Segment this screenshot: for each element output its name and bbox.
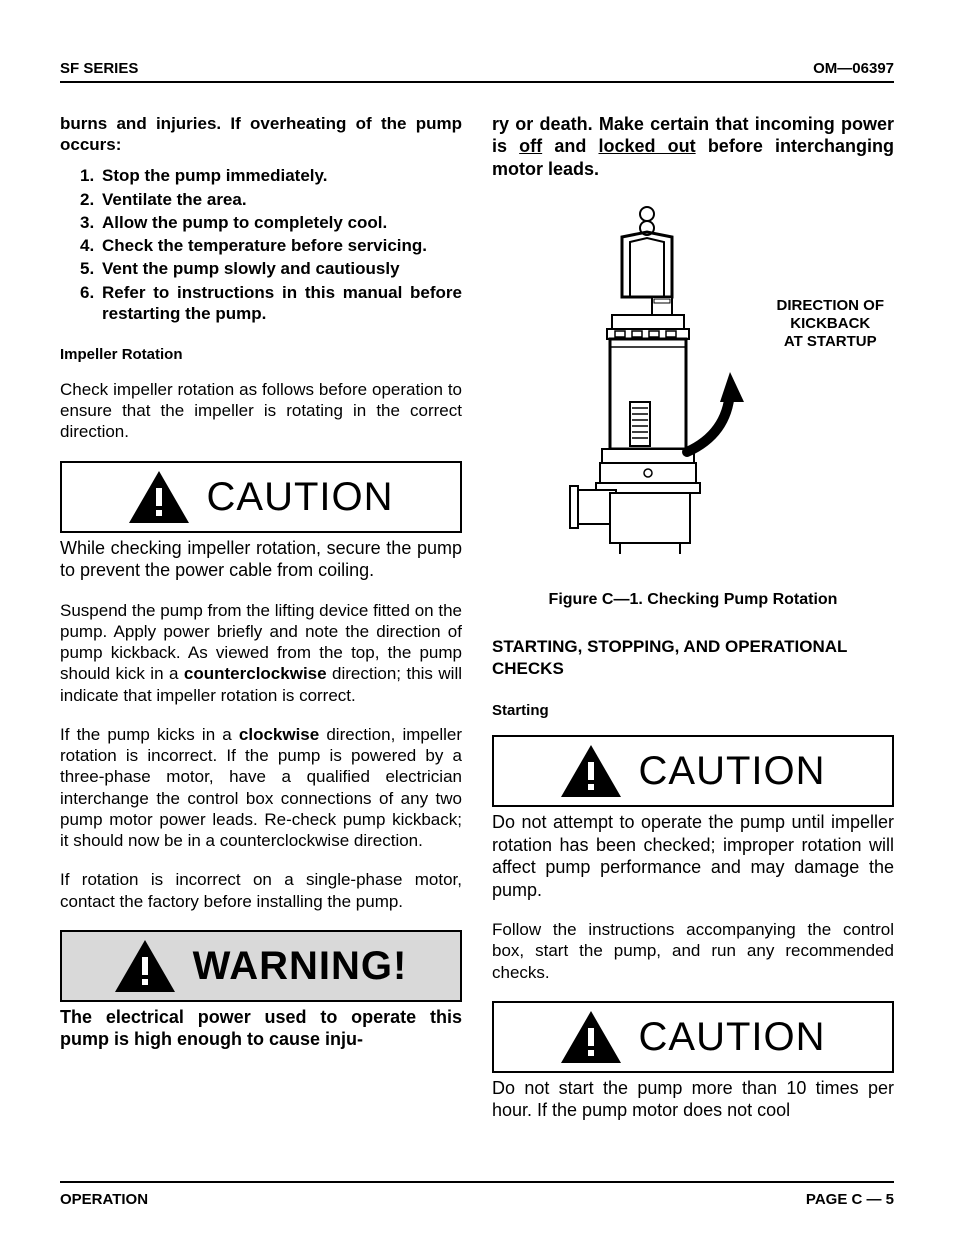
step-1: 1.Stop the pump immediately. — [80, 165, 462, 186]
caution-box-2: CAUTION — [492, 735, 894, 807]
impeller-intro-text: Check impeller rotation as follows befor… — [60, 379, 462, 443]
warning-triangle-icon — [561, 745, 621, 797]
header-rule — [60, 81, 894, 83]
footer-right: PAGE C — 5 — [806, 1191, 894, 1210]
figure-caption: Figure C—1. Checking Pump Rotation — [492, 590, 894, 610]
caution-2-text: Do not attempt to operate the pump until… — [492, 811, 894, 901]
right-column: ry or death. Make certain that incoming … — [492, 113, 894, 1173]
follow-instructions-text: Follow the instructions accompanying the… — [492, 919, 894, 983]
warning-triangle-icon — [561, 1011, 621, 1063]
caution-1-text: While checking impeller rotation, secure… — [60, 537, 462, 582]
clockwise-paragraph: If the pump kicks in a clockwise directi… — [60, 724, 462, 852]
single-phase-paragraph: If rotation is incorrect on a single-pha… — [60, 869, 462, 912]
overheat-steps: 1.Stop the pump immediately. 2.Ventilate… — [60, 165, 462, 324]
caution-word-3: CAUTION — [639, 1012, 826, 1062]
step-6: 6.Refer to instructions in this manual b… — [80, 282, 462, 325]
header-right: OM—06397 — [813, 60, 894, 79]
warning-triangle-icon — [115, 940, 175, 992]
warning-triangle-icon — [129, 471, 189, 523]
pump-figure: DIRECTION OF KICKBACK AT STARTUP — [492, 202, 894, 572]
warning-word: WARNING! — [193, 941, 408, 991]
caution-word-2: CAUTION — [639, 746, 826, 796]
pump-diagram-icon — [552, 202, 752, 572]
header-left: SF SERIES — [60, 60, 138, 79]
overheat-intro: burns and injuries. If overheating of th… — [60, 113, 462, 156]
footer-left: OPERATION — [60, 1191, 148, 1210]
starting-heading: Starting — [492, 702, 894, 721]
step-4: 4.Check the temperature before servicing… — [80, 235, 462, 256]
warning-box: WARNING! — [60, 930, 462, 1002]
caution-word-1: CAUTION — [207, 472, 394, 522]
continued-warning-text: ry or death. Make certain that incoming … — [492, 113, 894, 181]
warning-text: The electrical power used to operate thi… — [60, 1006, 462, 1051]
page-footer: OPERATION PAGE C — 5 — [60, 1191, 894, 1210]
suspend-paragraph: Suspend the pump from the lifting device… — [60, 600, 462, 706]
step-2: 2.Ventilate the area. — [80, 189, 462, 210]
footer-rule — [60, 1181, 894, 1183]
content-columns: burns and injuries. If overheating of th… — [60, 113, 894, 1173]
caution-3-text: Do not start the pump more than 10 times… — [492, 1077, 894, 1122]
caution-box-1: CAUTION — [60, 461, 462, 533]
page-header: SF SERIES OM—06397 — [60, 60, 894, 79]
left-column: burns and injuries. If overheating of th… — [60, 113, 462, 1173]
figure-direction-label: DIRECTION OF KICKBACK AT STARTUP — [777, 297, 885, 351]
caution-box-3: CAUTION — [492, 1001, 894, 1073]
impeller-rotation-heading: Impeller Rotation — [60, 346, 462, 365]
step-3: 3.Allow the pump to completely cool. — [80, 212, 462, 233]
step-5: 5.Vent the pump slowly and cautiously — [80, 258, 462, 279]
section-title: STARTING, STOPPING, AND OPERATIONAL CHEC… — [492, 636, 894, 680]
